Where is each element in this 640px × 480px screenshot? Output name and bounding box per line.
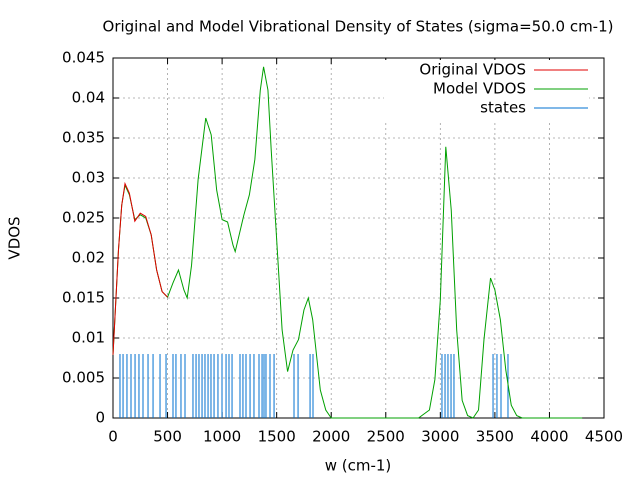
x-tick-label: 3000 [421,428,459,446]
x-tick-label: 4000 [530,428,568,446]
y-tick-label: 0.035 [62,129,105,147]
x-tick-label: 2000 [312,428,350,446]
chart-title: Original and Model Vibrational Density o… [103,18,614,36]
y-tick-label: 0.04 [72,89,105,107]
y-tick-label: 0.025 [62,209,105,227]
y-tick-label: 0.02 [72,249,105,267]
y-tick-label: 0.015 [62,289,105,307]
x-tick-label: 4500 [585,428,623,446]
x-tick-label: 2500 [367,428,405,446]
x-tick-label: 3500 [476,428,514,446]
x-tick-label: 1500 [258,428,296,446]
y-axis-label: VDOS [6,216,24,259]
series-line [112,181,168,355]
y-tick-label: 0 [95,409,105,427]
y-tick-label: 0.01 [72,329,105,347]
x-axis-label: w (cm-1) [325,457,392,475]
y-tick-label: 0.03 [72,169,105,187]
y-tick-label: 0.045 [62,49,105,67]
y-tick-label: 0.005 [62,369,105,387]
x-tick-label: 1000 [203,428,241,446]
legend-label: states [480,99,526,117]
x-tick-label: 0 [108,428,118,446]
legend-label: Original VDOS [419,61,526,79]
legend-label: Model VDOS [433,80,526,98]
x-tick-label: 500 [153,428,182,446]
